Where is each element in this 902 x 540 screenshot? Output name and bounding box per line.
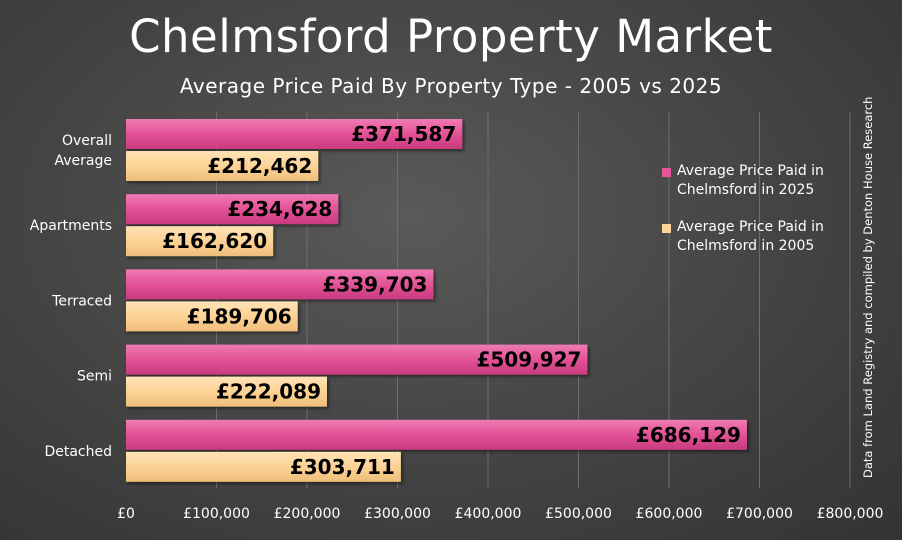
legend-swatch-2025 xyxy=(662,168,671,177)
bar-2005 xyxy=(126,301,298,332)
data-label: £303,711 xyxy=(290,455,395,479)
bar-2025 xyxy=(126,419,747,450)
category-label: Semi xyxy=(77,369,112,385)
category-label: Detached xyxy=(44,444,112,460)
bar-2005 xyxy=(126,151,319,181)
bar-2025 xyxy=(126,269,434,300)
bar-2025 xyxy=(126,194,339,225)
data-label: £509,927 xyxy=(476,348,581,372)
x-tick-label: £800,000 xyxy=(817,506,884,522)
data-label: £189,706 xyxy=(187,304,292,328)
legend-label-2025: Average Price Paid in Chelmsford in 2025 xyxy=(677,163,824,198)
x-tick-label: £200,000 xyxy=(274,506,341,522)
category-label: Terraced xyxy=(51,293,112,309)
chart-title: Chelmsford Property Market xyxy=(129,10,773,63)
source-note: Data from Land Registry and compiled by … xyxy=(861,96,875,478)
bar-2005 xyxy=(126,226,274,257)
category-label: Overall Average xyxy=(55,133,113,169)
bar-2005 xyxy=(126,376,327,407)
data-label: £234,628 xyxy=(227,197,332,221)
legend-item-2005: Average Price Paid in Chelmsford in 2005 xyxy=(662,218,842,256)
data-label: £339,703 xyxy=(322,272,427,296)
data-label: £371,587 xyxy=(351,122,456,146)
x-tick-label: £600,000 xyxy=(636,506,703,522)
data-label: £222,089 xyxy=(216,380,321,404)
data-label: £162,620 xyxy=(162,229,267,253)
legend-swatch-2005 xyxy=(662,224,671,233)
x-tick-label: £0 xyxy=(117,506,135,522)
category-label: Apartments xyxy=(30,218,112,234)
x-tick-label: £400,000 xyxy=(455,506,522,522)
data-label: £212,462 xyxy=(207,154,312,178)
legend: Average Price Paid in Chelmsford in 2025… xyxy=(662,162,842,274)
data-label: £686,129 xyxy=(636,423,741,447)
bar-2025 xyxy=(126,119,463,149)
x-tick-label: £300,000 xyxy=(364,506,431,522)
bar-2005 xyxy=(126,451,401,482)
x-tick-label: £100,000 xyxy=(183,506,250,522)
legend-label-2005: Average Price Paid in Chelmsford in 2005 xyxy=(677,219,824,254)
x-tick-label: £700,000 xyxy=(726,506,793,522)
legend-item-2025: Average Price Paid in Chelmsford in 2025 xyxy=(662,162,842,200)
chart-subtitle: Average Price Paid By Property Type - 20… xyxy=(179,74,723,98)
bar-2025 xyxy=(126,344,588,375)
x-tick-label: £500,000 xyxy=(545,506,612,522)
